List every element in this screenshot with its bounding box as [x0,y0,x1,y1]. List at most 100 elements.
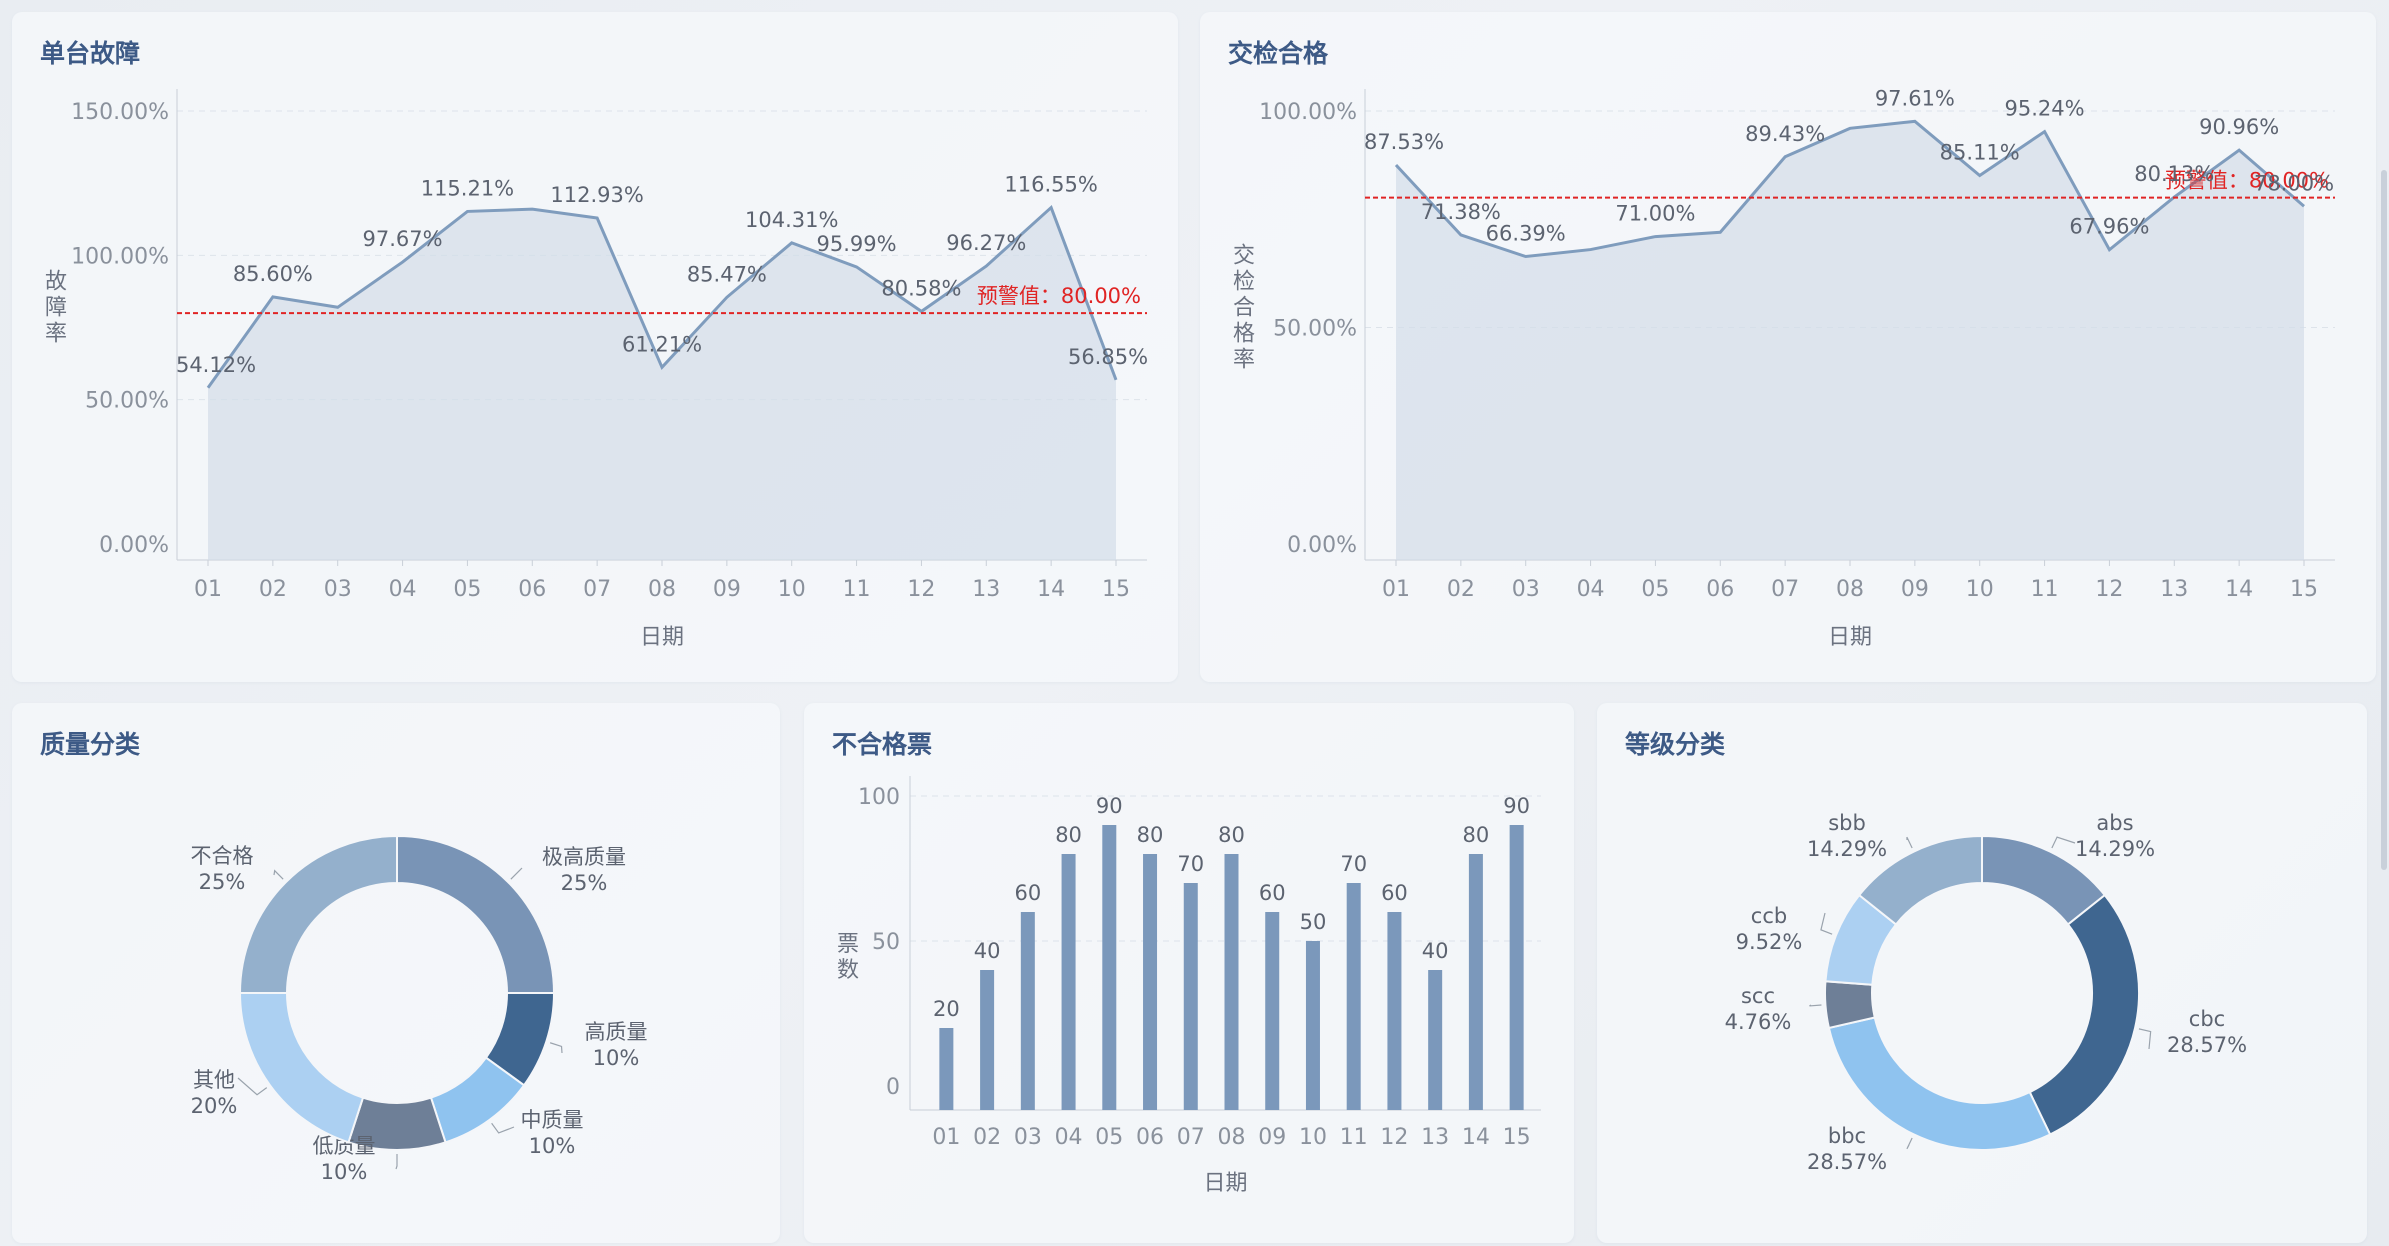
bar [1102,825,1117,1110]
pie-label-value: 14.29% [2075,837,2155,861]
data-label: 112.93% [550,183,643,207]
x-tick-label: 12 [907,577,935,602]
data-label: 78.00% [2254,171,2334,195]
y-axis-title: 故障率 [45,270,67,347]
data-label: 71.00% [1615,202,1695,226]
x-tick-label: 11 [2031,577,2059,602]
data-label: 97.61% [1875,86,1955,110]
bar [1509,825,1524,1110]
fault-title: 单台故障 [40,39,141,68]
x-tick-label: 14 [1462,1125,1490,1150]
leader-line [549,1042,563,1054]
pie-label-value: 10% [593,1046,640,1070]
warning-label: 预警值：80.00% [2165,169,2329,193]
x-tick-label: 15 [1102,577,1130,602]
bar [1265,912,1280,1110]
defect-panel: 不合格票 100 50 0 20 01 40 02 60 03 80 04 90 05 80 06 70 07 8… [804,703,1574,1243]
x-tick-label: 06 [1706,577,1734,602]
x-tick-label: 14 [1037,577,1065,602]
x-tick-label: 08 [1836,577,1864,602]
bar-value-label: 90 [1503,794,1530,818]
y-tick-label: 50 [872,930,900,955]
x-tick-label: 01 [194,577,222,602]
bar [1224,854,1239,1110]
data-label: 115.21% [421,176,514,200]
data-label: 56.85% [1068,345,1148,369]
pie-label-value: 28.57% [1807,1150,1887,1174]
x-tick-label: 15 [2290,577,2318,602]
bar [1305,941,1320,1110]
x-tick-label: 03 [324,577,352,602]
x-tick-label: 14 [2225,577,2253,602]
x-tick-label: 05 [453,577,481,602]
data-label: 85.60% [233,262,313,286]
x-tick-label: 15 [1503,1125,1531,1150]
x-tick-label: 04 [1055,1125,1083,1150]
bar [1143,854,1158,1110]
pie-label-name: scc [1741,984,1775,1008]
leader-line [1906,1137,1913,1150]
x-tick-label: 06 [518,577,546,602]
pie-slice [238,834,398,994]
y-tick-label: 100.00% [71,244,169,269]
pie-label-value: 9.52% [1736,930,1803,954]
inspection-panel: 交检合格 100.00% 50.00% 0.00% 01 02 03 04 05 06 07 08 0… [1200,12,2376,682]
data-label: 80.58% [881,276,961,300]
bar-value-label: 80 [1218,823,1245,847]
y-tick-label: 0.00% [1287,533,1357,558]
bar-value-label: 60 [1014,881,1041,905]
bar [1346,883,1361,1110]
x-tick-label: 10 [1299,1125,1327,1150]
bar-value-label: 80 [1463,823,1490,847]
x-tick-label: 08 [648,577,676,602]
x-tick-label: 05 [1095,1125,1123,1150]
bar [1387,912,1402,1110]
pie-slice [238,992,365,1144]
leader-line [237,1077,268,1096]
x-tick-label: 13 [2160,577,2188,602]
data-label: 67.96% [2069,215,2149,239]
x-tick-label: 10 [1966,577,1994,602]
x-tick-label: 10 [778,577,806,602]
leader-line [2051,836,2076,849]
grade-panel: 等级分类 abs 14.29% cbc 28.57% bbc 28.57% scc 4.76%… [1597,703,2367,1243]
pie-slice [2028,893,2140,1136]
x-tick-label: 13 [1421,1125,1449,1150]
x-axis-title: 日期 [1203,1171,1247,1196]
pie-label-name: cbc [2189,1007,2225,1031]
pie-label-name: 极高质量 [542,845,626,869]
x-tick-label: 08 [1218,1125,1246,1150]
bar [1061,854,1076,1110]
data-label: 87.53% [1364,130,1444,154]
x-tick-label: 01 [1382,577,1410,602]
pie-label-name: 不合格 [191,844,254,868]
x-tick-label: 01 [932,1125,960,1150]
quality-panel: 质量分类 极高质量 25% 高质量 10% 中质量 10% 低质量 10% 其他 20% 不合格 25… [12,703,780,1243]
area-fill [208,207,1116,560]
y-tick-label: 0.00% [99,533,169,558]
grade-title: 等级分类 [1625,730,1726,759]
scrollbar[interactable] [2381,170,2387,870]
data-label: 61.21% [622,332,702,356]
x-tick-label: 06 [1136,1125,1164,1150]
x-tick-label: 03 [1014,1125,1042,1150]
y-tick-label: 0 [886,1075,900,1100]
bar-value-label: 80 [1055,823,1082,847]
leader-line [1809,1004,1822,1007]
x-tick-label: 09 [1258,1125,1286,1150]
bar-value-label: 70 [1177,852,1204,876]
series-line [206,204,1118,389]
y-tick-label: 50.00% [85,389,169,414]
bar-value-label: 60 [1259,881,1286,905]
x-tick-label: 02 [973,1125,1001,1150]
x-tick-label: 11 [1340,1125,1368,1150]
data-label: 54.12% [176,353,256,377]
quality-title: 质量分类 [40,730,141,759]
pie-label-value: 25% [561,871,608,895]
data-label: 85.47% [687,262,767,286]
pie-label-name: 其他 [193,1068,235,1092]
x-tick-label: 02 [1447,577,1475,602]
pie-label-name: 高质量 [585,1020,648,1044]
x-tick-label: 03 [1512,577,1540,602]
